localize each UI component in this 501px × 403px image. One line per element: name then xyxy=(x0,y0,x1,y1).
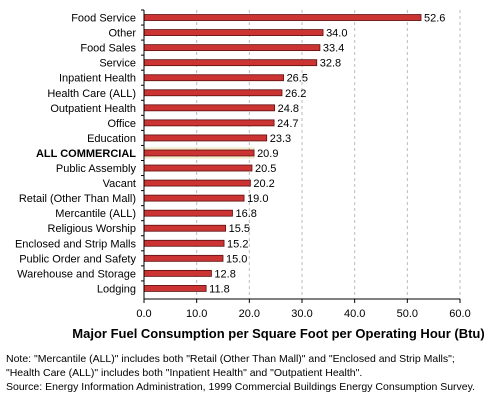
value-label: 34.0 xyxy=(326,28,347,40)
bar xyxy=(143,254,224,262)
value-label: 12.8 xyxy=(214,268,235,280)
bars xyxy=(143,14,422,292)
category-label: Office xyxy=(107,118,136,130)
bar xyxy=(143,14,422,21)
category-label: Lodging xyxy=(97,283,136,295)
category-label: Public Assembly xyxy=(56,163,137,175)
bar xyxy=(143,224,227,232)
category-label: Outpatient Health xyxy=(50,103,136,115)
axes xyxy=(141,9,461,303)
bar-chart: Food Service Other Food Sales Service Inpati… xyxy=(15,9,471,320)
bar xyxy=(143,134,268,142)
value-label: 33.4 xyxy=(323,43,344,55)
category-label: Food Service xyxy=(71,13,136,25)
bar xyxy=(143,179,251,187)
x-tick-label: 10.0 xyxy=(186,308,207,320)
bar xyxy=(143,119,275,127)
x-tick-label: 20.0 xyxy=(239,308,260,320)
category-label: Vacant xyxy=(103,178,136,190)
category-label: ALL COMMERCIAL xyxy=(36,148,136,160)
value-label: 26.5 xyxy=(287,73,308,85)
value-label: 19.0 xyxy=(247,193,268,205)
bar xyxy=(143,74,284,82)
bar xyxy=(143,59,318,67)
bar xyxy=(143,104,276,112)
bar xyxy=(143,209,233,217)
category-label: Food Sales xyxy=(80,43,136,55)
category-label: Service xyxy=(99,58,136,70)
category-label: Mercantile (ALL) xyxy=(55,208,136,220)
value-label: 52.6 xyxy=(424,13,445,25)
category-label: Public Order and Safety xyxy=(19,253,136,265)
x-axis-title: Major Fuel Consumption per Square Foot p… xyxy=(72,326,485,341)
x-tick-label: 60.0 xyxy=(449,308,470,320)
category-label: Health Care (ALL) xyxy=(47,88,136,100)
x-tick-label: 50.0 xyxy=(397,308,418,320)
value-label: 15.5 xyxy=(229,223,250,235)
bar xyxy=(143,89,283,97)
labels: Food Service Other Food Sales Service Inpati… xyxy=(15,13,471,320)
value-label: 15.0 xyxy=(226,253,247,265)
value-label: 15.2 xyxy=(227,238,248,250)
x-tick-label: 30.0 xyxy=(291,308,312,320)
value-label: 32.8 xyxy=(320,58,341,70)
bar xyxy=(143,239,225,247)
bar xyxy=(143,269,212,277)
category-label: Education xyxy=(87,133,136,145)
value-label: 26.2 xyxy=(285,88,306,100)
value-label: 20.5 xyxy=(255,163,276,175)
category-label: Enclosed and Strip Malls xyxy=(15,238,137,250)
note-line-2: "Health Care (ALL)" includes both "Inpat… xyxy=(6,367,363,379)
footnotes: Note: "Mercantile (ALL)" includes both "… xyxy=(6,352,475,394)
category-label: Retail (Other Than Mall) xyxy=(19,193,136,205)
value-label: 20.2 xyxy=(253,178,274,190)
note-line-1: Note: "Mercantile (ALL)" includes both "… xyxy=(6,353,455,365)
value-label: 24.8 xyxy=(278,103,299,115)
value-label: 23.3 xyxy=(270,133,291,145)
x-tick-label: 40.0 xyxy=(344,308,365,320)
bar xyxy=(143,285,207,292)
category-label: Religious Worship xyxy=(48,223,136,235)
value-label: 11.8 xyxy=(209,283,230,295)
x-tick-label: 0.0 xyxy=(136,308,151,320)
category-label: Warehouse and Storage xyxy=(17,268,136,280)
bar xyxy=(143,29,324,36)
source-line: Source: Energy Information Administratio… xyxy=(6,381,476,393)
category-label: Other xyxy=(108,28,136,40)
value-label: 20.9 xyxy=(257,148,278,160)
value-label: 24.7 xyxy=(277,118,298,130)
bar xyxy=(143,149,255,157)
value-label: 16.8 xyxy=(235,208,256,220)
bar xyxy=(143,164,253,172)
bar xyxy=(143,44,321,52)
bar xyxy=(143,194,245,202)
category-label: Inpatient Health xyxy=(59,73,136,85)
